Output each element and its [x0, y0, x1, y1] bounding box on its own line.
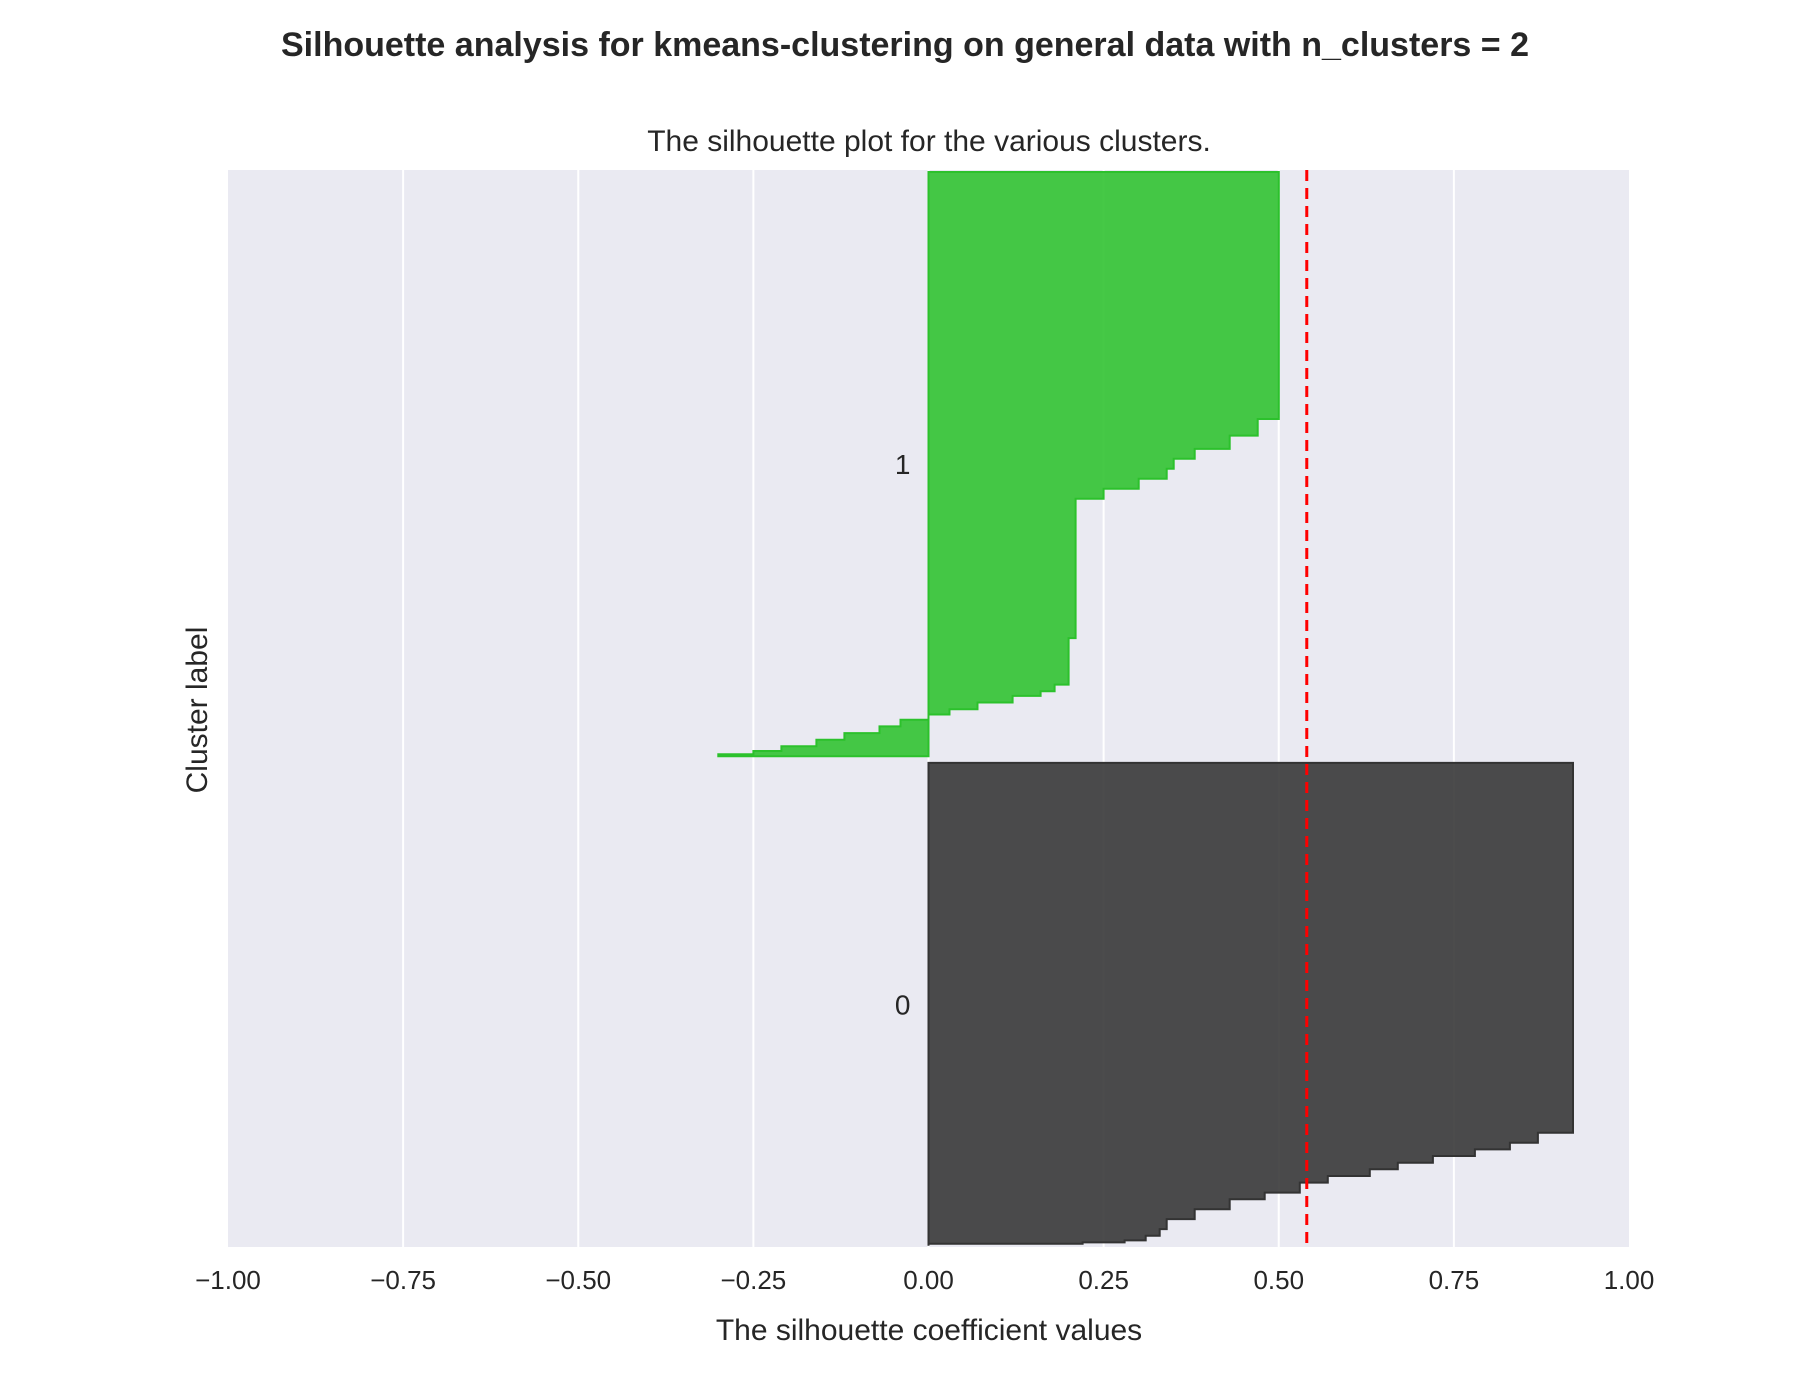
cluster-labels: 01 — [895, 449, 911, 1020]
x-tick-label-4: 0.00 — [903, 1265, 954, 1295]
y-axis-label: Cluster label — [181, 627, 214, 794]
x-tick-label-7: 0.75 — [1429, 1265, 1480, 1295]
silhouette-band-cluster-1 — [717, 171, 1280, 758]
cluster-label-1: 1 — [895, 449, 911, 480]
x-tick-label-1: −0.75 — [370, 1265, 436, 1295]
x-tick-label-2: −0.50 — [545, 1265, 611, 1295]
x-tick-label-0: −1.00 — [195, 1265, 261, 1295]
x-tick-labels: −1.00 −0.75 −0.50 −0.25 0.00 0.25 0.50 0.75 1.00 — [195, 1265, 1654, 1295]
x-tick-label-3: −0.25 — [720, 1265, 786, 1295]
x-tick-label-5: 0.25 — [1078, 1265, 1129, 1295]
cluster-label-0: 0 — [895, 989, 911, 1020]
x-tick-label-8: 1.00 — [1604, 1265, 1655, 1295]
figure-suptitle: Silhouette analysis for kmeans-clusterin… — [281, 26, 1529, 64]
silhouette-band-cluster-0 — [927, 761, 1574, 1246]
x-axis-label: The silhouette coefficient values — [716, 1314, 1142, 1347]
silhouette-bands — [717, 171, 1574, 1246]
axes-title: The silhouette plot for the various clus… — [647, 125, 1211, 158]
x-tick-label-6: 0.50 — [1253, 1265, 1304, 1295]
